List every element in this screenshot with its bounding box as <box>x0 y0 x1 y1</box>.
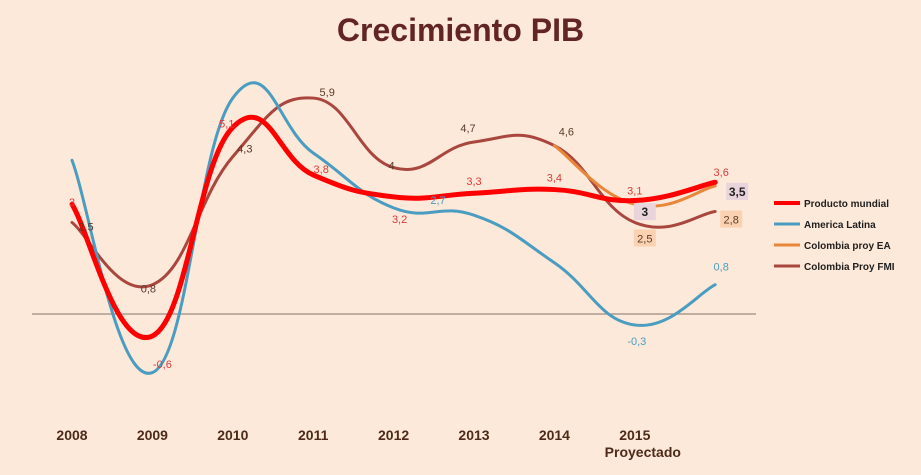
data-label-box <box>726 182 749 200</box>
data-label-box <box>633 229 656 247</box>
data-label-producto-mundial: 3,3 <box>466 176 481 188</box>
x-tick-label: 2013 <box>458 427 489 443</box>
x-tick-label: 2010 <box>217 427 248 443</box>
x-tick-label: 2009 <box>137 427 168 443</box>
data-label-box <box>720 210 743 228</box>
data-label-producto-mundial: 3,6 <box>714 167 729 179</box>
x-tick-label: 2011 <box>298 427 329 443</box>
x-tick-label: 2015 <box>619 427 650 443</box>
data-label-producto-mundial: 5,1 <box>219 118 234 130</box>
chart-title: Crecimiento PIB <box>336 12 585 48</box>
series-line-colombia-proy-fmi <box>70 96 717 289</box>
data-label-america-latina: 0,8 <box>714 262 729 274</box>
legend-label: Producto mundial <box>804 199 889 210</box>
data-label-colombia-proy-ea: 3,5 <box>729 185 746 199</box>
data-label-colombia-proy-fmi: 4 <box>389 161 395 173</box>
data-label-colombia-proy-fmi: 0,8 <box>141 284 156 296</box>
x-tick-label: 2012 <box>378 427 409 443</box>
x-tick-label: 2008 <box>56 427 87 443</box>
data-label-colombia-proy-fmi: 2,5 <box>78 222 93 234</box>
data-label-producto-mundial: 3,2 <box>392 214 407 226</box>
data-label-producto-mundial: 3,1 <box>627 186 642 198</box>
legend-label: America Latina <box>804 220 876 231</box>
x-tick-label: 2014 <box>539 427 570 443</box>
series-line-producto-mundial <box>69 114 718 341</box>
x-sublabel: Proyectado <box>605 444 681 460</box>
legend-label: Colombia proy EA <box>804 241 891 252</box>
data-label-colombia-proy-fmi: 5,9 <box>320 87 335 99</box>
series-line-america-latina <box>70 81 717 375</box>
legend-label: Colombia Proy FMI <box>804 262 895 273</box>
data-label-colombia-proy-fmi: 4,6 <box>559 127 574 139</box>
data-label-colombia-proy-ea: 3 <box>641 205 648 219</box>
data-label-colombia-proy-fmi: 2,5 <box>637 234 652 246</box>
data-label-producto-mundial: -0,6 <box>153 359 172 371</box>
data-label-producto-mundial: 3,8 <box>314 164 329 176</box>
data-label-colombia-proy-fmi: 4,7 <box>460 123 475 135</box>
data-label-colombia-proy-fmi: 2,8 <box>724 215 739 227</box>
data-label-america-latina: -0,3 <box>627 336 646 348</box>
data-label-producto-mundial: 3,4 <box>547 173 562 185</box>
data-label-colombia-proy-fmi: 4,3 <box>237 144 252 156</box>
data-label-america-latina: 2,7 <box>430 195 445 207</box>
data-label-box <box>633 203 656 221</box>
data-label-producto-mundial: 3 <box>69 197 75 209</box>
